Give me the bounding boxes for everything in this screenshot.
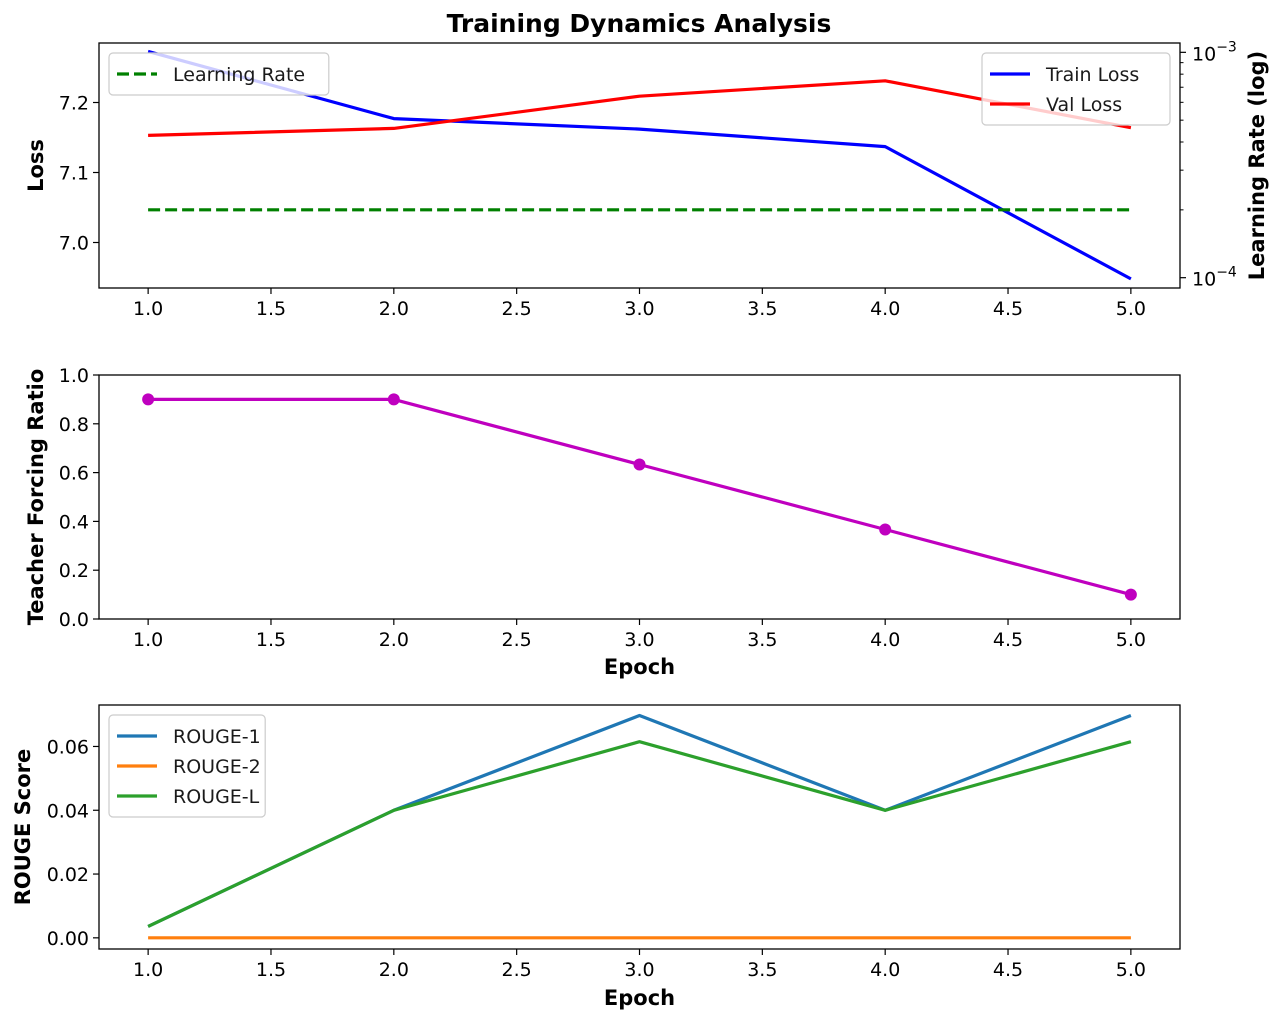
y-axis-title: ROUGE Score <box>11 749 35 906</box>
x-tick-label: 1.5 <box>256 959 286 981</box>
legend-label: Learning Rate <box>173 64 305 86</box>
x-tick-label: 2.0 <box>379 298 409 320</box>
y-tick-label: 7.2 <box>59 93 89 115</box>
data-point <box>387 393 400 406</box>
y-tick-label: 7.0 <box>59 233 89 255</box>
y-tick-label: 0.00 <box>47 928 89 950</box>
x-tick-label: 4.0 <box>870 298 900 320</box>
legend-label: Val Loss <box>1046 94 1122 116</box>
legend-label: Train Loss <box>1045 64 1139 86</box>
x-tick-label: 1.0 <box>133 629 163 651</box>
y-tick-label: 0.8 <box>59 414 89 436</box>
x-tick-label: 3.0 <box>624 959 654 981</box>
chart-panel-3: 1.0 1.5 2.0 2.5 3.0 3.5 4.0 4.5 5.0 0.00 0.02 0.04 0… <box>11 704 1181 1010</box>
legend: ROUGE-1 ROUGE-2 ROUGE-L <box>108 714 266 818</box>
x-tick-label: 3.0 <box>624 298 654 320</box>
data-point <box>142 393 155 406</box>
train-loss-line <box>147 49 1132 281</box>
y-tick-label: 0.2 <box>59 560 89 582</box>
x-tick-label: 5.0 <box>1116 298 1146 320</box>
legend-label: ROUGE-1 <box>173 726 261 748</box>
x-tick-label: 2.5 <box>502 959 532 981</box>
x-tick-label: 4.0 <box>870 629 900 651</box>
x-tick-label: 2.0 <box>379 959 409 981</box>
y-tick-label: 0.02 <box>47 864 89 886</box>
y-tick-label: 1.0 <box>59 365 89 387</box>
val-loss-line <box>148 79 1132 137</box>
x-tick-label: 2.5 <box>502 629 532 651</box>
x-tick-label: 4.0 <box>870 959 900 981</box>
y-tick-label: 0.6 <box>59 463 89 485</box>
x-tick-label: 1.5 <box>256 298 286 320</box>
chart-panel-2: 1.0 1.5 2.0 2.5 3.0 3.5 4.0 4.5 5.0 0.0 0.2 0.4 0.6 0… <box>24 365 1181 679</box>
x-tick-label: 3.5 <box>747 959 777 981</box>
legend: Train Loss Val Loss <box>981 52 1171 126</box>
legend-box <box>108 714 266 818</box>
x-tick-label: 2.0 <box>379 629 409 651</box>
rouge-1-line <box>147 713 1132 928</box>
y-tick-label: 7.1 <box>59 163 89 185</box>
legend-label: ROUGE-L <box>173 786 260 808</box>
x-axis-title: Epoch <box>604 986 675 1010</box>
x-tick-label: 3.5 <box>747 629 777 651</box>
x-axis-title: Epoch <box>604 655 675 679</box>
x-tick-label: 4.5 <box>993 298 1023 320</box>
data-point <box>1124 588 1137 601</box>
x-tick-label: 1.5 <box>256 629 286 651</box>
data-point <box>879 523 892 536</box>
x-tick-label: 3.5 <box>747 298 777 320</box>
x-tick-label: 3.0 <box>624 629 654 651</box>
legend-box <box>981 52 1171 126</box>
plot-frame <box>98 374 1181 620</box>
y-axis-title: Teacher Forcing Ratio <box>24 369 48 625</box>
legend: Learning Rate <box>108 52 330 96</box>
y-tick-label: 0.06 <box>47 736 89 758</box>
y-tick-label: 0.04 <box>47 800 89 822</box>
x-tick-label: 4.5 <box>993 959 1023 981</box>
y-tick-label: 0.0 <box>59 609 89 631</box>
x-tick-label: 1.0 <box>133 959 163 981</box>
data-point <box>633 458 646 471</box>
y2-tick-label: 10−3 <box>1192 39 1237 65</box>
y-axis-title: Loss <box>24 139 48 192</box>
x-tick-label: 1.0 <box>133 298 163 320</box>
figure-title: Training Dynamics Analysis <box>447 9 832 38</box>
chart-panel-1: 1.0 1.5 2.0 2.5 3.0 3.5 4.0 4.5 5.0 7.0 7.1 7.2 10−3… <box>24 39 1269 320</box>
x-tick-label: 5.0 <box>1116 629 1146 651</box>
y2-axis-title: Learning Rate (log) <box>1245 51 1269 280</box>
rouge-l-line <box>147 740 1132 928</box>
legend-label: ROUGE-2 <box>173 756 261 778</box>
y2-tick-label: 10−4 <box>1192 265 1237 291</box>
legend-box <box>108 52 330 96</box>
series-line <box>148 397 1132 597</box>
y-tick-label: 0.4 <box>59 511 89 533</box>
x-tick-label: 5.0 <box>1116 959 1146 981</box>
x-tick-label: 2.5 <box>502 298 532 320</box>
x-tick-label: 4.5 <box>993 629 1023 651</box>
